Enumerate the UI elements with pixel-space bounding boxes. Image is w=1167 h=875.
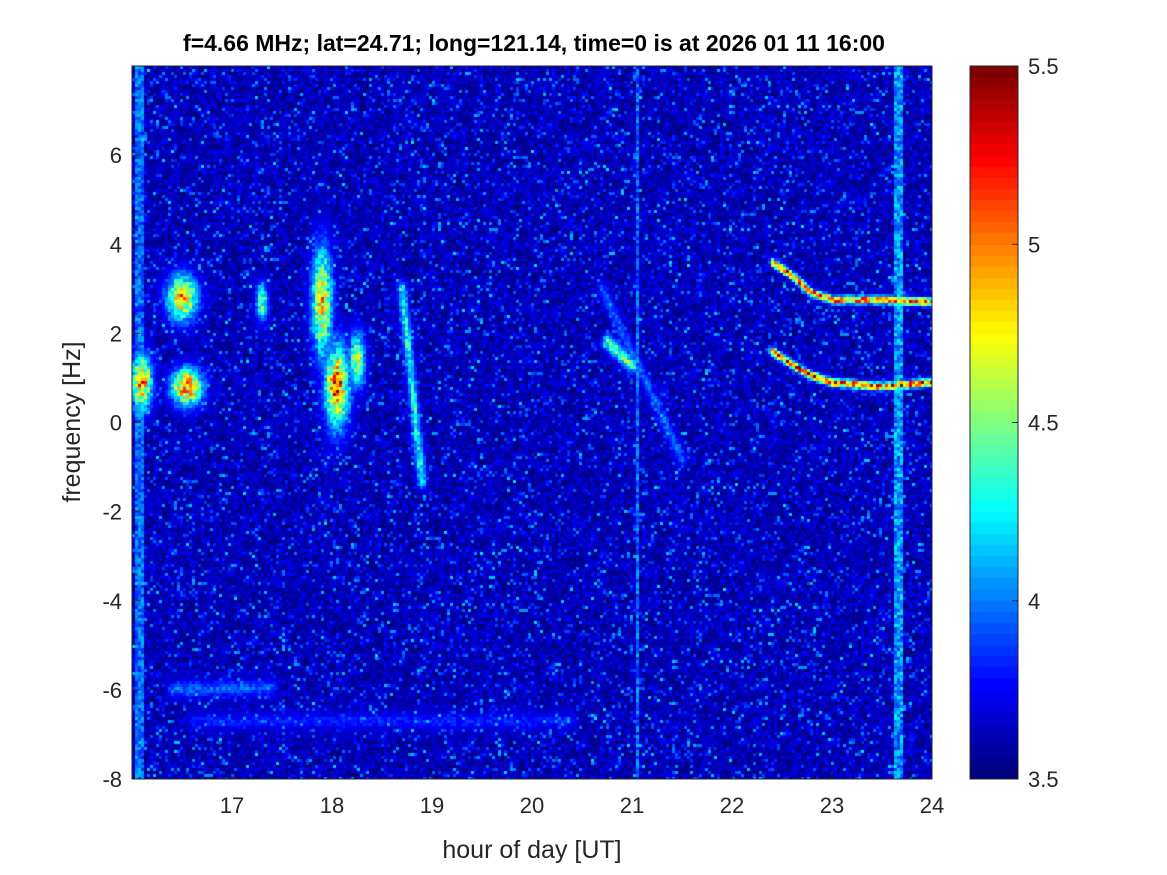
x-tick-label: 17 — [220, 793, 244, 818]
x-tick-label: 22 — [720, 793, 744, 818]
x-tick-label: 20 — [520, 793, 544, 818]
y-tick-label: 6 — [110, 143, 122, 168]
y-tick-label: -6 — [102, 678, 122, 703]
y-tick-label: 0 — [110, 411, 122, 436]
colorbar-tick-label: 5.5 — [1028, 54, 1059, 79]
x-tick-label: 21 — [620, 793, 644, 818]
heatmap-raster — [132, 66, 932, 779]
x-tick-label: 19 — [420, 793, 444, 818]
y-tick-label: -4 — [102, 589, 122, 614]
x-axis: 17 18 19 20 21 22 23 24 — [220, 771, 944, 818]
y-axis: -8 -6 -4 -2 0 2 4 6 — [102, 143, 140, 792]
colorbar-area — [970, 66, 1018, 779]
x-tick-label: 24 — [920, 793, 944, 818]
colorbar-tick-label: 3.5 — [1028, 767, 1059, 792]
y-tick-label: -8 — [102, 767, 122, 792]
colorbar-tick-label: 4 — [1028, 589, 1040, 614]
x-tick-label: 23 — [820, 793, 844, 818]
y-tick-label: -2 — [102, 500, 122, 525]
x-axis-label: hour of day [UT] — [442, 836, 621, 864]
colorbar-axis: 3.5 4 4.5 5 5.5 — [1012, 54, 1059, 792]
colorbar-tick-label: 4.5 — [1028, 411, 1059, 436]
x-tick-label: 18 — [320, 793, 344, 818]
y-axis-label: frequency [Hz] — [58, 341, 86, 502]
heatmap-area — [132, 66, 932, 779]
colorbar-tick-label: 5 — [1028, 232, 1040, 257]
chart-title: f=4.66 MHz; lat=24.71; long=121.14, time… — [183, 30, 885, 56]
colorbar-gradient — [970, 66, 1018, 779]
y-tick-label: 4 — [110, 232, 122, 257]
y-tick-label: 2 — [110, 321, 122, 346]
